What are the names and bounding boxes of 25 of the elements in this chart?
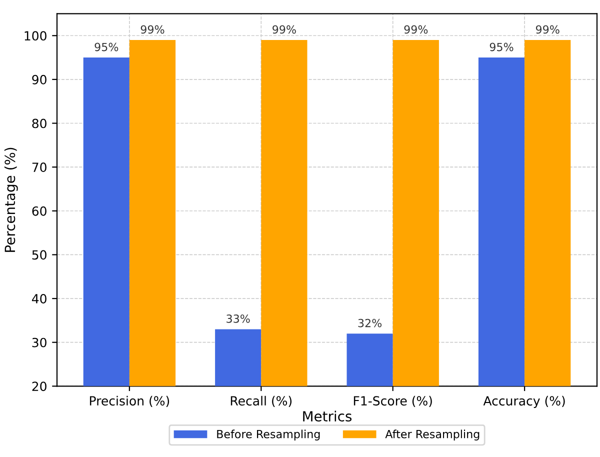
y-tick-label: 40 [32,294,46,304]
data-label: 95% [94,42,118,52]
data-label: 95% [490,42,514,52]
y-tick-label: 90 [32,74,46,84]
legend-label: Before Resampling [217,430,320,440]
x-axis-title: Metrics [303,410,352,422]
x-tick-label: F1-Score (%) [354,396,432,408]
y-tick-label: 80 [32,118,46,128]
legend-label: After Resampling [385,430,480,440]
y-tick-label: 60 [32,206,46,216]
data-label: 99% [272,25,296,34]
y-tick-label: 50 [32,250,46,260]
x-tick-label: Accuracy (%) [483,396,565,408]
data-label: 99% [404,25,428,34]
x-tick-label: Precision (%) [90,396,170,408]
data-label: 33% [226,314,250,323]
y-tick-label: 100 [24,31,46,41]
data-label: 32% [358,318,382,328]
y-tick-label: 70 [32,162,46,172]
y-axis-title: Percentage (%) [4,148,18,252]
data-label: 99% [140,25,164,34]
data-label: 99% [536,25,560,34]
x-tick-label: Recall (%) [230,396,292,408]
y-tick-label: 30 [32,338,46,348]
y-tick-label: 20 [32,382,46,392]
